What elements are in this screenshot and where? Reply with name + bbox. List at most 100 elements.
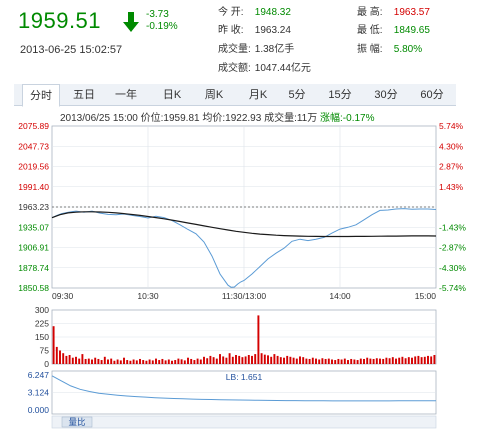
volume-bar <box>254 354 257 364</box>
y-pct-tick-label: -2.87% <box>439 243 466 253</box>
price-change: -3.73 -0.19% <box>146 9 178 33</box>
volume-bar <box>353 359 356 364</box>
volume-bar <box>395 358 397 364</box>
volume-bar <box>263 354 266 364</box>
volume-bar <box>379 358 381 364</box>
x-tick-label: 14:00 <box>329 291 351 301</box>
volume-bar <box>318 359 321 364</box>
y-pct-tick-label: -4.30% <box>439 263 466 273</box>
volume-bar <box>126 360 129 364</box>
volume-bar <box>305 358 308 364</box>
volume-bar <box>433 355 436 364</box>
volume-bar <box>225 357 228 364</box>
volume-bar <box>430 356 433 364</box>
info-change: 涨幅:-0.17% <box>320 113 375 124</box>
tab-daily-k[interactable]: 日K <box>162 89 182 101</box>
volume-bar <box>161 358 164 364</box>
volume-bar <box>279 357 282 364</box>
y-tick-label: 1878.74 <box>18 263 49 273</box>
volume-bar <box>375 358 378 364</box>
volume-bar <box>247 355 250 364</box>
volume-bar <box>382 358 385 364</box>
volume-bar <box>331 359 333 364</box>
volume-bar <box>151 360 154 364</box>
stat-label: 最 低: <box>357 25 383 36</box>
tab-30min[interactable]: 30分 <box>374 89 398 101</box>
volume-bar <box>196 358 199 364</box>
volume-bar <box>286 355 289 364</box>
volume-bar <box>327 358 330 364</box>
info-price: 价位:1959.81 <box>140 113 200 124</box>
volume-bar <box>315 358 317 364</box>
tab-5min[interactable]: 5分 <box>288 89 306 101</box>
y-tick-label: 0 <box>44 359 49 369</box>
volume-bar <box>203 356 205 364</box>
volume-panel: 300 225 150 75 0 <box>35 305 437 369</box>
stat-value: 1047.44亿元 <box>254 63 311 74</box>
volume-bar <box>100 360 103 364</box>
volume-bar <box>369 358 372 364</box>
y-pct-tick-label: 1.43% <box>439 182 464 192</box>
y-tick-label: 1963.23 <box>18 202 49 212</box>
volume-bar <box>183 360 186 364</box>
volume-bar <box>103 356 106 364</box>
y-tick-label: 6.247 <box>28 370 50 380</box>
volume-bar <box>238 355 241 364</box>
volume-bar <box>404 358 407 364</box>
y-pct-tick-label: 2.87% <box>439 162 464 172</box>
tab-weekly-k[interactable]: 周K <box>204 89 224 101</box>
volume-bar <box>135 360 138 364</box>
volume-bar <box>324 358 327 364</box>
volume-bar <box>119 360 122 364</box>
change-percent: -0.19% <box>146 21 178 32</box>
info-volume: 成交量:11万 <box>264 113 318 124</box>
stat-amplitude: 振 幅: 5.80% <box>357 40 422 55</box>
volume-bar <box>209 355 212 364</box>
x-tick-label: 11:30/13:00 <box>222 291 267 301</box>
y-tick-label: 300 <box>35 305 49 315</box>
volume-bar <box>132 359 135 364</box>
info-datetime: 2013/06/25 15:00 <box>60 113 138 124</box>
volume-bar <box>139 358 141 364</box>
volume-bar <box>308 358 311 364</box>
tab-intraday[interactable]: 分时 <box>22 84 60 107</box>
volume-bar <box>199 359 202 364</box>
tab-one-year[interactable]: 一年 <box>115 89 137 101</box>
stat-label: 今 开: <box>218 7 244 18</box>
stat-value: 1948.32 <box>254 7 291 18</box>
volume-bar <box>75 356 77 364</box>
tab-five-day[interactable]: 五日 <box>73 89 95 101</box>
tab-15min[interactable]: 15分 <box>328 89 352 101</box>
volume-bar <box>299 356 301 364</box>
volume-bar <box>401 356 404 364</box>
y-tick-label: 2019.56 <box>18 162 49 172</box>
volume-bar <box>171 360 173 364</box>
lb-label: LB: 1.651 <box>226 372 263 382</box>
volume-bar <box>206 358 209 364</box>
volume-bar <box>347 360 349 364</box>
stat-value: 5.80% <box>393 44 423 55</box>
volume-bar <box>155 358 157 364</box>
stat-value: 1963.57 <box>393 7 430 18</box>
volume-bar <box>340 359 343 364</box>
volume-bar <box>270 356 273 364</box>
volume-bar <box>142 360 145 364</box>
volume-bar <box>398 357 401 364</box>
volume-bar <box>158 360 161 364</box>
volume-bar <box>116 359 119 364</box>
volume-bar <box>145 360 148 364</box>
volume-bar <box>289 356 292 364</box>
volume-bar <box>190 358 193 364</box>
tab-60min[interactable]: 60分 <box>420 89 444 101</box>
volume-bar <box>113 360 116 364</box>
volume-bar <box>91 359 93 364</box>
volume-bar <box>372 358 375 364</box>
tab-monthly-k[interactable]: 月K <box>248 89 268 101</box>
y-pct-tick-label: -1.43% <box>439 222 466 232</box>
quote-header: 1959.51 -3.73 -0.19% 2013-06-25 15:02:57… <box>0 0 500 78</box>
volume-bar <box>267 355 269 364</box>
stat-value: 1963.24 <box>254 25 291 36</box>
volume-bar <box>292 357 295 364</box>
stat-value: 1849.65 <box>393 25 430 36</box>
volume-bar <box>129 360 132 364</box>
